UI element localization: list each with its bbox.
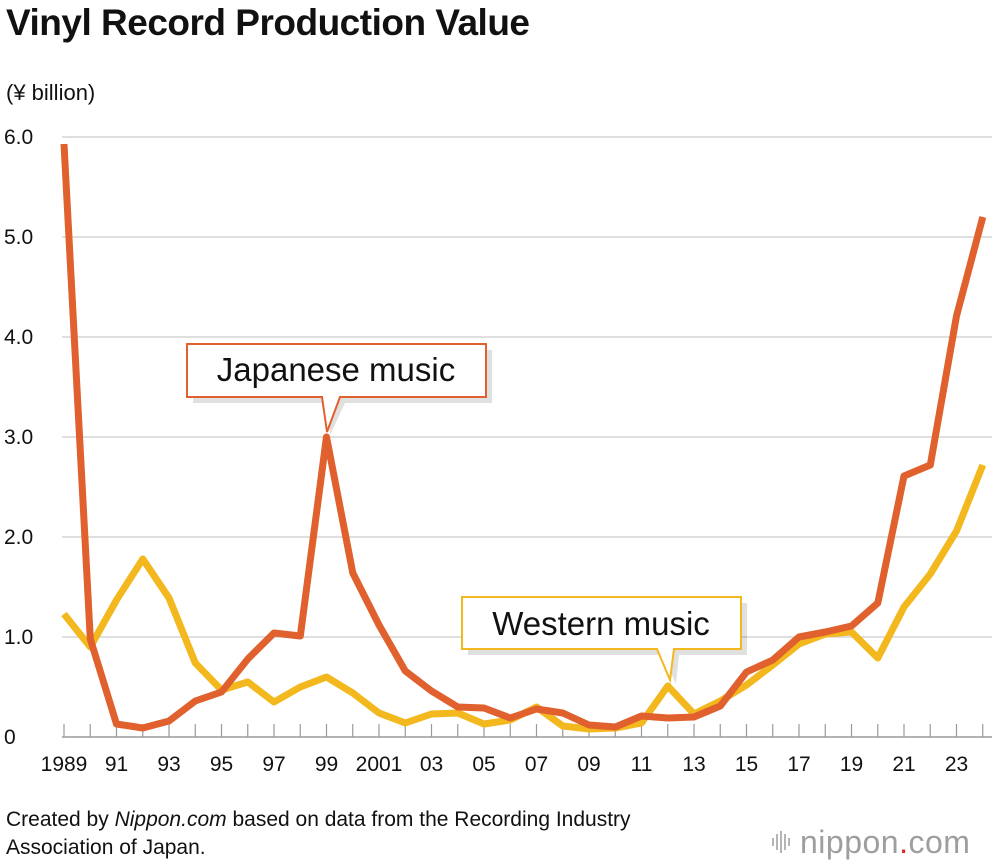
y-tick-label: 2.0 <box>4 526 33 549</box>
x-tick-label: 97 <box>262 753 285 776</box>
x-tick-label: 23 <box>945 753 968 776</box>
source-site: Nippon.com <box>114 808 227 831</box>
x-tick-label: 09 <box>577 753 600 776</box>
series-lines <box>60 143 987 733</box>
x-tick-label: 13 <box>682 753 705 776</box>
x-tick-label: 17 <box>787 753 810 776</box>
callout-frame-japanese <box>186 343 487 433</box>
series-line-japanese-music <box>60 143 987 732</box>
x-tick-label: 03 <box>420 753 443 776</box>
line-chart: 0 1.0 2.0 3.0 4.0 5.0 6.0 1989 91 93 95 97 99 2001 03… <box>4 126 992 776</box>
callout-label-western: Western music <box>492 605 710 642</box>
callout-label-japanese: Japanese music <box>217 351 455 388</box>
callouts: Japanese music Western music <box>186 343 747 684</box>
callout-western-music: Western music <box>461 596 747 684</box>
logo-bars-icon <box>772 831 790 853</box>
source-note: Created by Nippon.com based on data from… <box>6 806 631 862</box>
callout-japanese-music: Japanese music <box>186 343 492 435</box>
y-tick-label: 1.0 <box>4 626 33 649</box>
x-tick-label: 05 <box>472 753 495 776</box>
x-tick-label: 2001 <box>356 753 403 776</box>
y-tick-label: 3.0 <box>4 426 33 449</box>
gridlines <box>62 136 992 738</box>
x-tick-label: 19 <box>840 753 863 776</box>
y-tick-label: 0 <box>4 726 16 749</box>
x-tick-labels: 1989 91 93 95 97 99 2001 03 05 07 09 11 13 15 17 19 21 23 <box>41 753 969 776</box>
x-tick-label: 15 <box>735 753 758 776</box>
x-tick-label: 1989 <box>41 753 88 776</box>
y-tick-label: 6.0 <box>4 126 33 149</box>
x-tick-label: 95 <box>210 753 233 776</box>
x-tick-label: 11 <box>631 753 653 776</box>
source-line-2: Association of Japan. <box>6 836 206 859</box>
x-tick-label: 21 <box>892 753 915 776</box>
x-tick-label: 91 <box>105 753 128 776</box>
x-tick-label: 93 <box>157 753 180 776</box>
logo-text: nippon.com <box>800 823 971 860</box>
y-tick-label: 4.0 <box>4 326 33 349</box>
callout-frame-western <box>461 596 742 684</box>
chart-title: Vinyl Record Production Value <box>6 2 530 43</box>
y-tick-label: 5.0 <box>4 226 33 249</box>
source-line-1: Created by Nippon.com based on data from… <box>6 808 631 831</box>
x-tick-label: 07 <box>525 753 548 776</box>
y-axis-unit-label: (¥ billion) <box>6 80 96 105</box>
x-tick-label: 99 <box>315 753 338 776</box>
nippon-logo: nippon.com <box>772 822 970 862</box>
y-tick-labels: 0 1.0 2.0 3.0 4.0 5.0 6.0 <box>4 126 33 749</box>
